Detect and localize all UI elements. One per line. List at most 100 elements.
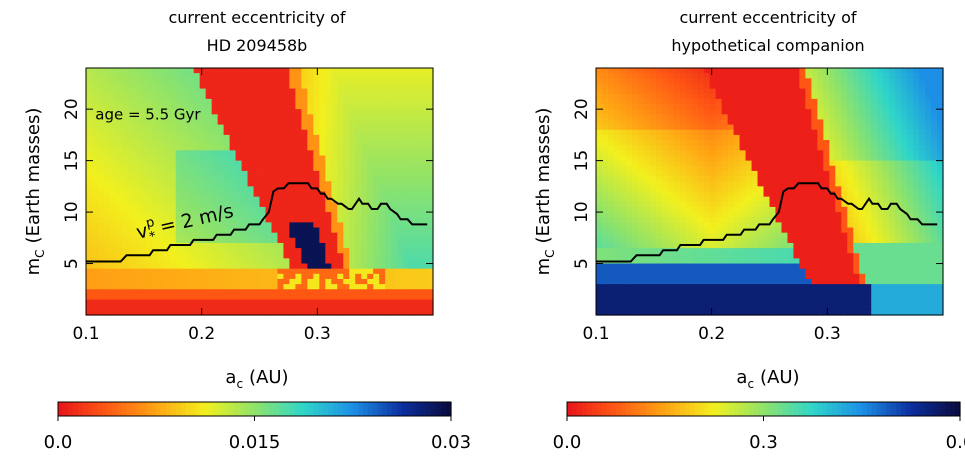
heatmap-cell	[829, 206, 836, 213]
heatmap-cell	[817, 165, 824, 172]
heatmap-cell	[331, 294, 338, 301]
heatmap-cell	[871, 104, 878, 110]
heatmap-cell	[769, 93, 777, 100]
heatmap-cell	[781, 186, 789, 193]
heatmap-cell	[667, 68, 675, 74]
heatmap-cell	[319, 284, 326, 290]
heatmap-cell	[277, 176, 285, 182]
heatmap-cell	[697, 196, 705, 203]
heatmap-cell	[919, 191, 926, 198]
curve-label-sub: *	[148, 229, 158, 245]
heatmap-cell	[721, 201, 729, 208]
heatmap-cell	[361, 150, 368, 157]
heatmap-cell	[709, 165, 717, 172]
heatmap-cell	[601, 124, 609, 131]
heatmap-cell	[325, 217, 332, 223]
heatmap-cell	[859, 83, 866, 90]
heatmap-cell	[127, 176, 135, 182]
heatmap-cell	[691, 206, 699, 213]
heatmap-cell	[247, 150, 255, 157]
heatmap-cell	[625, 140, 633, 146]
heatmap-cell	[721, 248, 729, 254]
heatmap-cell	[703, 150, 711, 157]
heatmap-cell	[631, 155, 639, 162]
heatmap-cell	[859, 145, 866, 151]
heatmap-cell	[421, 83, 428, 90]
heatmap-cell	[739, 186, 747, 193]
heatmap-cell	[421, 165, 428, 172]
heatmap-cell	[877, 145, 884, 151]
heatmap-cell	[379, 284, 386, 290]
heatmap-cell	[703, 212, 711, 218]
colorbar-segment	[136, 402, 143, 416]
heatmap-cell	[895, 88, 902, 95]
heatmap-cell	[151, 68, 159, 74]
heatmap-cell	[86, 206, 93, 213]
heatmap-cell	[139, 155, 147, 162]
heatmap-cell	[775, 201, 783, 208]
heatmap-cell	[391, 93, 398, 100]
heatmap-cell	[865, 150, 872, 157]
heatmap-cell	[319, 227, 326, 234]
heatmap-cell	[277, 129, 285, 136]
heatmap-cell	[685, 78, 693, 85]
heatmap-cell	[691, 145, 699, 151]
heatmap-cell	[223, 160, 231, 167]
heatmap-cell	[673, 129, 681, 136]
heatmap-cell	[679, 104, 687, 110]
heatmap-cell	[679, 186, 687, 193]
heatmap-cell	[727, 140, 735, 146]
heatmap-cell	[403, 206, 410, 213]
heatmap-cell	[793, 160, 801, 167]
heatmap-cell	[859, 196, 866, 203]
heatmap-cell	[871, 176, 878, 182]
heatmap-cell	[835, 181, 842, 187]
heatmap-cell	[907, 176, 914, 182]
heatmap-cell	[637, 98, 645, 105]
heatmap-cell	[625, 165, 633, 172]
heatmap-cell	[133, 134, 141, 141]
heatmap-cell	[409, 145, 416, 151]
heatmap-cell	[835, 232, 842, 239]
heatmap-cell	[247, 273, 255, 280]
heatmap-cell	[931, 119, 938, 126]
heatmap-cell	[181, 253, 189, 259]
heatmap-cell	[199, 196, 207, 203]
heatmap-cell	[925, 196, 932, 203]
heatmap-cell	[889, 232, 896, 239]
heatmap-cell	[619, 217, 627, 223]
heatmap-cell	[151, 129, 159, 136]
heatmap-cell	[91, 299, 99, 306]
heatmap-cell	[127, 273, 135, 280]
heatmap-cell	[253, 273, 261, 280]
heatmap-cell	[403, 104, 410, 110]
heatmap-cell	[151, 134, 159, 141]
heatmap-cell	[883, 134, 890, 141]
heatmap-cell	[97, 186, 105, 193]
heatmap-cell	[871, 227, 878, 234]
heatmap-cell	[596, 150, 603, 157]
heatmap-cell	[937, 155, 944, 162]
heatmap-cell	[721, 160, 729, 167]
heatmap-cell	[625, 150, 633, 157]
heatmap-cell	[97, 191, 105, 198]
heatmap-cell	[193, 258, 201, 265]
heatmap-cell	[841, 114, 848, 121]
heatmap-cell	[925, 109, 932, 115]
heatmap-cell	[859, 186, 866, 193]
heatmap-cell	[259, 232, 267, 239]
heatmap-cell	[337, 114, 344, 121]
heatmap-cell	[229, 284, 237, 290]
heatmap-cell	[835, 93, 842, 100]
heatmap-cell	[217, 93, 225, 100]
heatmap-cell	[655, 155, 663, 162]
heatmap-cell	[235, 237, 243, 244]
heatmap-cell	[301, 258, 308, 265]
heatmap-cell	[283, 227, 291, 234]
heatmap-cell	[331, 263, 338, 270]
heatmap-cell	[301, 212, 308, 218]
heatmap-cell	[709, 222, 717, 229]
heatmap-cell	[907, 160, 914, 167]
heatmap-cell	[427, 88, 434, 95]
heatmap-cell	[367, 253, 374, 259]
